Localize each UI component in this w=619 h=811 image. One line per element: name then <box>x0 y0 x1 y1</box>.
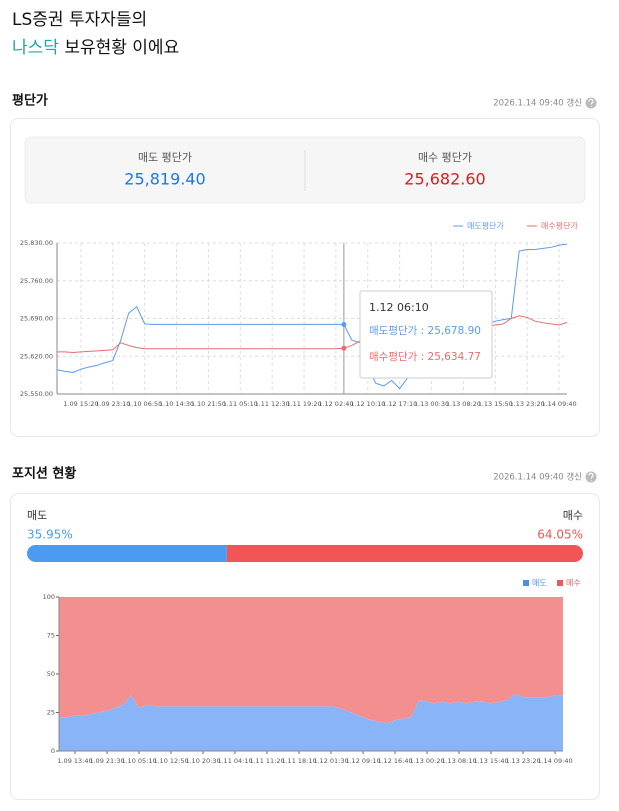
x-tick-label: 1.09 13:40 <box>57 757 92 765</box>
x-tick-label: 1.13 23:20 <box>505 757 540 765</box>
area-layer <box>59 694 563 751</box>
y-tick-label: 75 <box>47 632 55 640</box>
x-tick-label: 1.10 21:50 <box>191 400 226 408</box>
x-tick-label: 1.13 08:10 <box>441 757 476 765</box>
legend-label: 매수평단가 <box>541 221 578 231</box>
x-tick-label: 1.10 06:50 <box>127 400 162 408</box>
x-tick-label: 1.12 10:10 <box>350 400 385 408</box>
y-tick-label: 25,760.00 <box>20 277 53 285</box>
x-tick-label: 1.11 18:10 <box>281 757 316 765</box>
x-tick-label: 1.09 23:10 <box>95 400 130 408</box>
hover-dot <box>341 321 347 327</box>
x-tick-label: 1.11 19:20 <box>286 400 321 408</box>
x-tick-label: 1.13 23:20 <box>510 400 545 408</box>
header-highlight: 나스닥 <box>12 38 59 58</box>
legend-label: 매도평단가 <box>467 221 504 231</box>
x-tick-label: 1.11 12:30 <box>255 400 290 408</box>
sell-ratio: 35.95% <box>27 528 73 542</box>
header-line2: 나스닥 보유현황 이에요 <box>12 38 179 58</box>
x-tick-label: 1.14 09:40 <box>541 400 576 408</box>
buy-avg-value: 25,682.60 <box>404 170 485 189</box>
tooltip-line: 매수평단가 : 25,634.77 <box>369 351 481 363</box>
y-tick-label: 50 <box>47 670 55 678</box>
y-tick-label: 25,830.00 <box>20 239 53 247</box>
line-chart: 25,550.00 25,620.00 25,690.00 25,760.00 25,8… <box>20 221 579 409</box>
tooltip-box <box>359 290 493 379</box>
x-tick-label: 1.12 01:30 <box>313 757 348 765</box>
x-tick-label: 1.13 15:50 <box>478 400 513 408</box>
y-tick-label: 100 <box>43 593 55 601</box>
buy-label: 매수 <box>563 509 583 522</box>
x-tick-label: 1.11 04:10 <box>217 757 252 765</box>
x-tick-label: 1.10 14:30 <box>159 400 194 408</box>
y-tick-label: 25,690.00 <box>20 315 53 323</box>
x-tick-label: 1.11 05:10 <box>223 400 258 408</box>
buy-bar <box>226 545 583 562</box>
updated-time: 2026.1.14 09:40 갱신 <box>493 472 582 483</box>
x-tick-label: 1.13 08:20 <box>446 400 481 408</box>
x-tick-label: 1.10 20:30 <box>185 757 220 765</box>
help-icon[interactable] <box>585 471 597 483</box>
x-tick-label: 1.13 15:40 <box>473 757 508 765</box>
sell-avg-label: 매도 평단가 <box>138 151 192 164</box>
buy-avg-label: 매수 평단가 <box>418 151 472 164</box>
x-tick-label: 1.14 09:40 <box>537 757 572 765</box>
x-tick-label: 1.12 16:40 <box>377 757 412 765</box>
x-tick-label: 1.09 15:20 <box>63 400 98 408</box>
legend-label: 매수 <box>566 579 581 588</box>
tooltip-title: 1.12 06:10 <box>369 301 429 314</box>
header-line1: LS증권 투자자들의 <box>12 10 147 30</box>
header-rest: 보유현황 이에요 <box>59 38 179 58</box>
sell-label: 매도 <box>27 509 47 522</box>
area-chart: 0 25 50 75 100 1.09 13:401.09 21:301.10 05:10… <box>43 579 581 766</box>
updated-time: 2026.1.14 09:40 갱신 <box>493 98 582 109</box>
y-tick-label: 0 <box>51 747 55 755</box>
buy-ratio: 64.05% <box>537 528 583 542</box>
x-tick-label: 1.13 00:30 <box>414 400 449 408</box>
section-title: 포지션 현황 <box>12 466 76 482</box>
x-tick-label: 1.10 05:10 <box>121 757 156 765</box>
x-tick-label: 1.13 00:20 <box>409 757 444 765</box>
y-tick-label: 25 <box>47 709 55 717</box>
area-layer <box>59 597 563 724</box>
x-tick-label: 1.10 12:50 <box>153 757 188 765</box>
sell-bar <box>27 545 227 562</box>
x-tick-label: 1.11 11:20 <box>249 757 284 765</box>
y-tick-label: 25,550.00 <box>20 390 53 398</box>
x-tick-label: 1.12 17:10 <box>382 400 417 408</box>
x-tick-label: 1.12 09:10 <box>345 757 380 765</box>
hover-dot <box>341 345 347 351</box>
x-tick-label: 1.12 02:40 <box>318 400 353 408</box>
section-title: 평단가 <box>12 93 48 109</box>
legend-swatch <box>523 580 529 586</box>
legend-label: 매도 <box>532 579 547 588</box>
x-tick-label: 1.09 21:30 <box>89 757 124 765</box>
tooltip-line: 매도평단가 : 25,678.90 <box>369 325 481 337</box>
help-icon[interactable] <box>585 97 597 109</box>
sell-avg-value: 25,819.40 <box>124 170 205 189</box>
legend-swatch <box>557 580 563 586</box>
y-tick-label: 25,620.00 <box>20 352 53 360</box>
ratio-bar <box>27 545 583 562</box>
